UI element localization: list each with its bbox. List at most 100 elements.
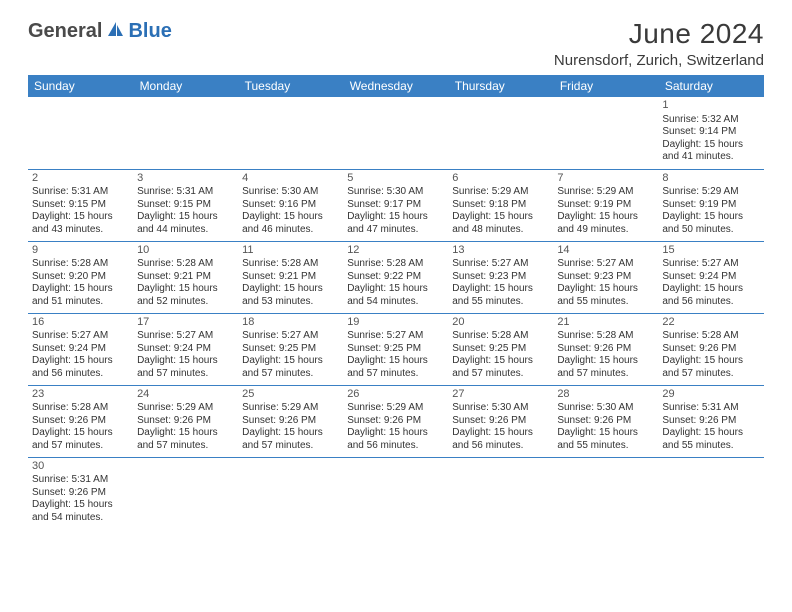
sunrise-text: Sunrise: 5:28 AM	[662, 330, 759, 343]
sunrise-text: Sunrise: 5:27 AM	[452, 258, 549, 271]
daylight-text: and 50 minutes.	[662, 224, 759, 237]
calendar-cell: 6Sunrise: 5:29 AMSunset: 9:18 PMDaylight…	[448, 169, 553, 241]
daylight-text: Daylight: 15 hours	[32, 283, 129, 296]
sunset-text: Sunset: 9:21 PM	[242, 271, 339, 284]
calendar-cell: 20Sunrise: 5:28 AMSunset: 9:25 PMDayligh…	[448, 313, 553, 385]
calendar-cell	[553, 97, 658, 169]
sunset-text: Sunset: 9:26 PM	[347, 415, 444, 428]
daylight-text: and 57 minutes.	[557, 368, 654, 381]
day-number: 18	[242, 316, 339, 330]
day-number: 10	[137, 244, 234, 258]
sunset-text: Sunset: 9:26 PM	[242, 415, 339, 428]
daylight-text: and 57 minutes.	[242, 368, 339, 381]
daylight-text: Daylight: 15 hours	[557, 283, 654, 296]
daylight-text: and 49 minutes.	[557, 224, 654, 237]
sunset-text: Sunset: 9:22 PM	[347, 271, 444, 284]
calendar-row: 30Sunrise: 5:31 AMSunset: 9:26 PMDayligh…	[28, 457, 764, 529]
day-header: Wednesday	[343, 75, 448, 97]
day-header: Friday	[553, 75, 658, 97]
calendar-cell: 2Sunrise: 5:31 AMSunset: 9:15 PMDaylight…	[28, 169, 133, 241]
daylight-text: Daylight: 15 hours	[452, 355, 549, 368]
calendar-cell: 28Sunrise: 5:30 AMSunset: 9:26 PMDayligh…	[553, 385, 658, 457]
calendar-cell: 1Sunrise: 5:32 AMSunset: 9:14 PMDaylight…	[658, 97, 763, 169]
calendar-row: 1Sunrise: 5:32 AMSunset: 9:14 PMDaylight…	[28, 97, 764, 169]
daylight-text: Daylight: 15 hours	[137, 355, 234, 368]
daylight-text: and 53 minutes.	[242, 296, 339, 309]
sunset-text: Sunset: 9:21 PM	[137, 271, 234, 284]
sunset-text: Sunset: 9:18 PM	[452, 199, 549, 212]
day-number: 22	[662, 316, 759, 330]
calendar-cell: 13Sunrise: 5:27 AMSunset: 9:23 PMDayligh…	[448, 241, 553, 313]
day-number: 12	[347, 244, 444, 258]
sunrise-text: Sunrise: 5:27 AM	[32, 330, 129, 343]
sunset-text: Sunset: 9:25 PM	[242, 343, 339, 356]
sunset-text: Sunset: 9:25 PM	[452, 343, 549, 356]
calendar-cell: 24Sunrise: 5:29 AMSunset: 9:26 PMDayligh…	[133, 385, 238, 457]
calendar-cell: 14Sunrise: 5:27 AMSunset: 9:23 PMDayligh…	[553, 241, 658, 313]
sunrise-text: Sunrise: 5:27 AM	[137, 330, 234, 343]
daylight-text: Daylight: 15 hours	[242, 427, 339, 440]
calendar-cell: 17Sunrise: 5:27 AMSunset: 9:24 PMDayligh…	[133, 313, 238, 385]
day-number: 28	[557, 388, 654, 402]
sunset-text: Sunset: 9:14 PM	[662, 126, 759, 139]
logo-text-blue: Blue	[128, 20, 171, 43]
calendar-cell: 11Sunrise: 5:28 AMSunset: 9:21 PMDayligh…	[238, 241, 343, 313]
daylight-text: and 44 minutes.	[137, 224, 234, 237]
daylight-text: Daylight: 15 hours	[452, 427, 549, 440]
daylight-text: and 56 minutes.	[32, 368, 129, 381]
calendar-cell	[553, 457, 658, 529]
sunset-text: Sunset: 9:26 PM	[662, 415, 759, 428]
daylight-text: Daylight: 15 hours	[662, 355, 759, 368]
daylight-text: Daylight: 15 hours	[347, 355, 444, 368]
daylight-text: and 57 minutes.	[32, 440, 129, 453]
month-title: June 2024	[554, 18, 764, 50]
sunrise-text: Sunrise: 5:31 AM	[662, 402, 759, 415]
calendar-cell: 5Sunrise: 5:30 AMSunset: 9:17 PMDaylight…	[343, 169, 448, 241]
calendar-cell: 21Sunrise: 5:28 AMSunset: 9:26 PMDayligh…	[553, 313, 658, 385]
daylight-text: Daylight: 15 hours	[662, 211, 759, 224]
day-number: 23	[32, 388, 129, 402]
day-number: 17	[137, 316, 234, 330]
location-subtitle: Nurensdorf, Zurich, Switzerland	[554, 52, 764, 69]
daylight-text: and 51 minutes.	[32, 296, 129, 309]
sunrise-text: Sunrise: 5:27 AM	[347, 330, 444, 343]
daylight-text: and 54 minutes.	[347, 296, 444, 309]
sunset-text: Sunset: 9:26 PM	[32, 487, 129, 500]
sunrise-text: Sunrise: 5:28 AM	[452, 330, 549, 343]
daylight-text: and 55 minutes.	[662, 440, 759, 453]
daylight-text: Daylight: 15 hours	[662, 139, 759, 152]
sunrise-text: Sunrise: 5:30 AM	[242, 186, 339, 199]
calendar-cell	[133, 97, 238, 169]
calendar-cell	[28, 97, 133, 169]
sunrise-text: Sunrise: 5:30 AM	[452, 402, 549, 415]
daylight-text: Daylight: 15 hours	[452, 283, 549, 296]
sunset-text: Sunset: 9:15 PM	[137, 199, 234, 212]
day-number: 4	[242, 172, 339, 186]
daylight-text: Daylight: 15 hours	[347, 427, 444, 440]
sunset-text: Sunset: 9:23 PM	[557, 271, 654, 284]
sunrise-text: Sunrise: 5:28 AM	[347, 258, 444, 271]
day-number: 13	[452, 244, 549, 258]
daylight-text: Daylight: 15 hours	[557, 427, 654, 440]
sunset-text: Sunset: 9:24 PM	[662, 271, 759, 284]
calendar-table: SundayMondayTuesdayWednesdayThursdayFrid…	[28, 75, 764, 529]
calendar-cell: 9Sunrise: 5:28 AMSunset: 9:20 PMDaylight…	[28, 241, 133, 313]
sunset-text: Sunset: 9:26 PM	[662, 343, 759, 356]
calendar-cell: 16Sunrise: 5:27 AMSunset: 9:24 PMDayligh…	[28, 313, 133, 385]
logo-text-general: General	[28, 20, 102, 43]
calendar-cell: 29Sunrise: 5:31 AMSunset: 9:26 PMDayligh…	[658, 385, 763, 457]
sunset-text: Sunset: 9:16 PM	[242, 199, 339, 212]
day-number: 15	[662, 244, 759, 258]
daylight-text: and 52 minutes.	[137, 296, 234, 309]
sunrise-text: Sunrise: 5:27 AM	[662, 258, 759, 271]
daylight-text: and 55 minutes.	[557, 440, 654, 453]
daylight-text: Daylight: 15 hours	[242, 283, 339, 296]
sunset-text: Sunset: 9:23 PM	[452, 271, 549, 284]
daylight-text: and 56 minutes.	[452, 440, 549, 453]
calendar-cell: 8Sunrise: 5:29 AMSunset: 9:19 PMDaylight…	[658, 169, 763, 241]
daylight-text: and 56 minutes.	[662, 296, 759, 309]
sunset-text: Sunset: 9:24 PM	[32, 343, 129, 356]
sunrise-text: Sunrise: 5:28 AM	[242, 258, 339, 271]
calendar-cell: 30Sunrise: 5:31 AMSunset: 9:26 PMDayligh…	[28, 457, 133, 529]
day-number: 25	[242, 388, 339, 402]
